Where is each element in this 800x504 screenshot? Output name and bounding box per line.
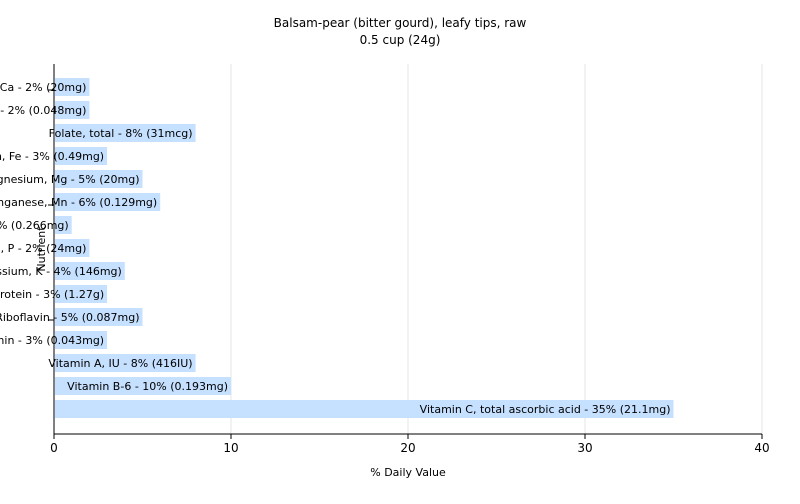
bar	[55, 354, 196, 372]
x-tick-label: 0	[50, 441, 58, 455]
x-tick-label: 10	[223, 441, 238, 455]
bar-label: Potassium, K - 4% (146mg)	[0, 265, 122, 278]
grid-lines	[230, 64, 763, 434]
bar	[55, 377, 231, 395]
bar-label: Magnesium, Mg - 5% (20mg)	[0, 173, 140, 186]
bar-label: Manganese, Mn - 6% (0.129mg)	[0, 196, 157, 209]
bar-label: Phosphorus, P - 2% (24mg)	[0, 242, 86, 255]
bar	[55, 285, 108, 303]
x-tick-label: 30	[577, 441, 592, 455]
bar-label: Vitamin A, IU - 8% (416IU)	[48, 357, 192, 370]
bar-label: Thiamin - 3% (0.043mg)	[0, 334, 104, 347]
bar-label: Iron, Fe - 3% (0.49mg)	[0, 150, 104, 163]
x-axis-label: % Daily Value	[370, 466, 446, 479]
bars-group	[55, 78, 674, 418]
bar-label: Vitamin B-6 - 10% (0.193mg)	[67, 380, 228, 393]
bar	[55, 147, 108, 165]
bar	[55, 193, 161, 211]
bar-label: Riboflavin - 5% (0.087mg)	[0, 311, 140, 324]
bar	[55, 262, 125, 280]
bar	[55, 400, 674, 418]
bar-label: Folate, total - 8% (31mcg)	[49, 127, 193, 140]
bar	[55, 101, 90, 119]
bar-labels-group: Calcium, Ca - 2% (20mg) Copper, Cu - 2% (…	[0, 81, 671, 416]
bar	[55, 170, 143, 188]
bar	[55, 216, 72, 234]
bar	[55, 124, 196, 142]
y-axis-label: Nutrient	[35, 226, 48, 272]
bar-label: Niacin - 1% (0.266mg)	[0, 219, 69, 232]
bar	[55, 331, 108, 349]
bar-label: Vitamin C, total ascorbic acid - 35% (21…	[420, 403, 671, 416]
chart-subtitle: 0.5 cup (24g)	[360, 33, 441, 47]
bar	[55, 308, 143, 326]
bar	[55, 78, 90, 96]
bar-label: Protein - 3% (1.27g)	[0, 288, 104, 301]
bar	[55, 239, 90, 257]
bar-label: Calcium, Ca - 2% (20mg)	[0, 81, 86, 94]
x-tick-label: 40	[754, 441, 769, 455]
x-tick-label: 20	[400, 441, 415, 455]
bar-label: Copper, Cu - 2% (0.048mg)	[0, 104, 86, 117]
chart-title: Balsam-pear (bitter gourd), leafy tips, …	[274, 16, 527, 30]
axes-group: 0 10 20 30 40	[48, 64, 770, 455]
